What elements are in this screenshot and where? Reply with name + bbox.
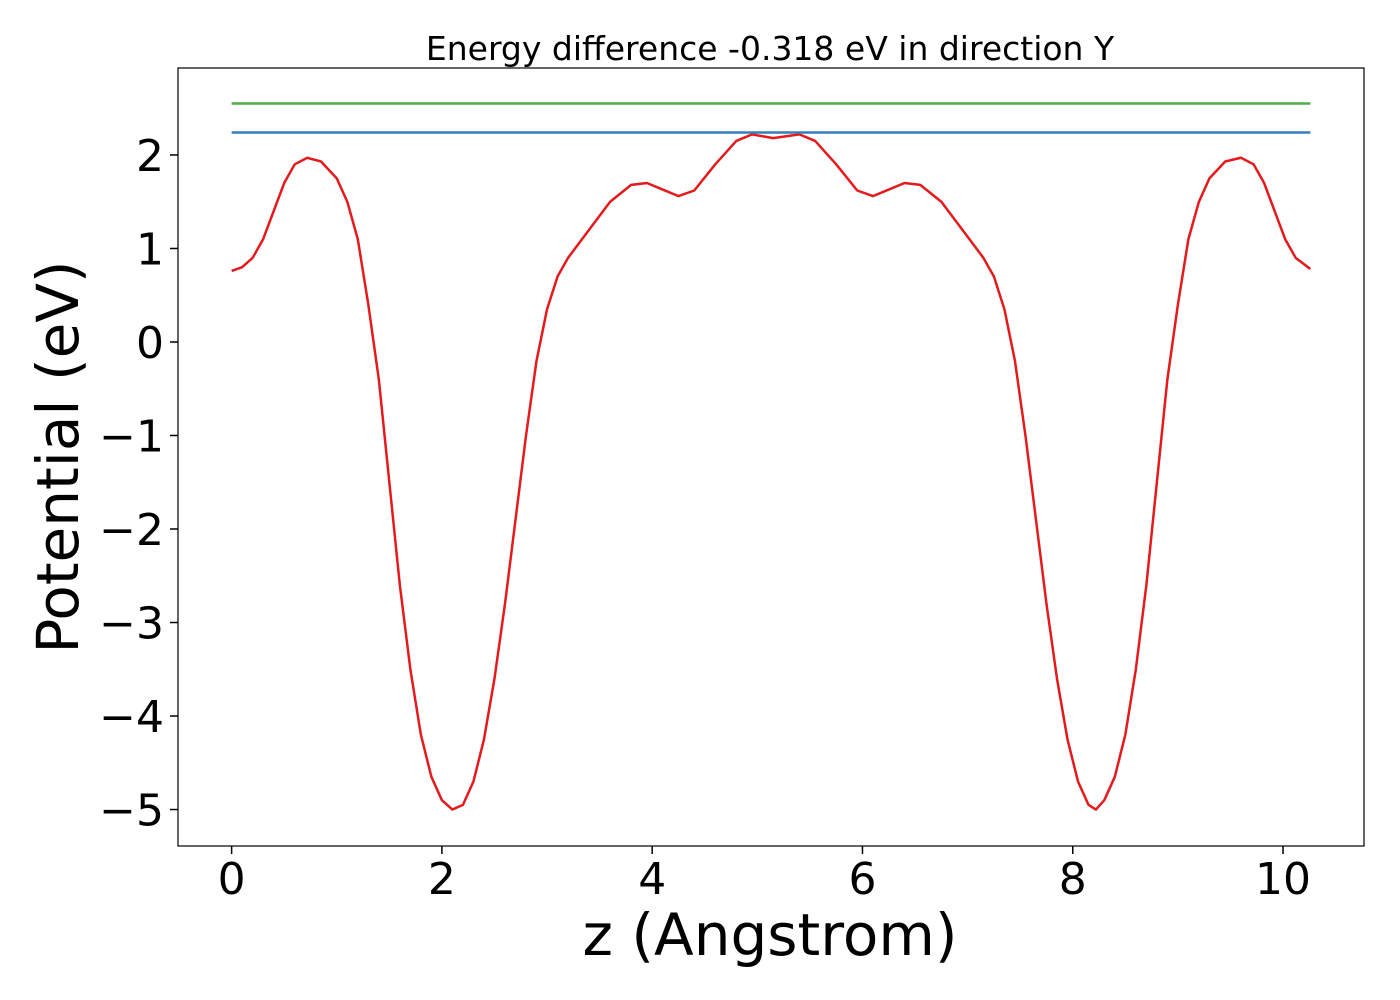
x-tick-label: 6 (848, 854, 876, 905)
y-tick-label: −4 (99, 692, 164, 743)
y-tick-label: 0 (136, 318, 164, 369)
y-axis-label: Potential (eV) (24, 260, 92, 653)
x-tick-label: 10 (1255, 854, 1311, 905)
x-tick-label: 8 (1059, 854, 1087, 905)
y-tick-label: 2 (136, 131, 164, 182)
plot-frame (177, 67, 1365, 847)
y-tick-label: −3 (99, 599, 164, 650)
x-tick-label: 2 (428, 854, 456, 905)
x-axis-label: z (Angstrom) (583, 901, 958, 969)
y-tick-label: −2 (99, 505, 164, 556)
y-tick-label: −5 (99, 786, 164, 837)
x-tick-label: 0 (218, 854, 246, 905)
y-tick-label: 1 (136, 224, 164, 275)
line-series (231, 133, 1312, 811)
chart-title: Energy difference -0.318 eV in direction… (426, 29, 1115, 68)
x-tick-label: 4 (638, 854, 666, 905)
y-tick-label: −1 (99, 411, 164, 462)
